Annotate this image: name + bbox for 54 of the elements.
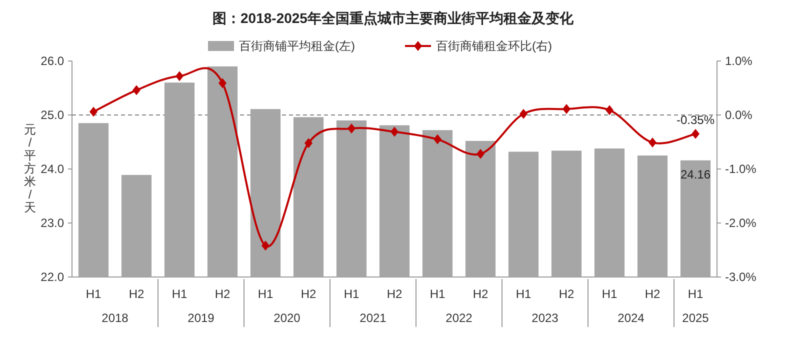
text: 2019 — [188, 311, 215, 325]
text: 2021 — [360, 311, 387, 325]
data-label: 24.16 — [680, 167, 711, 182]
x-tick-label: H1 — [86, 287, 102, 301]
point — [262, 240, 270, 251]
point — [390, 126, 398, 137]
text: 2020 — [274, 311, 301, 325]
y-tick-label: 26.0 — [40, 54, 64, 68]
x-tick-label: H2 — [214, 287, 230, 301]
point — [304, 138, 312, 148]
x-tick-label: H2 — [300, 287, 316, 301]
point — [648, 138, 656, 148]
y2-tick-label: -2.0% — [725, 216, 757, 230]
point — [476, 148, 484, 159]
text: 2024 — [618, 311, 645, 325]
x-tick-label: H2 — [558, 287, 574, 301]
point — [562, 104, 570, 114]
y-axis-title: 元/平方米/天 — [24, 122, 36, 214]
point — [606, 105, 614, 116]
point — [520, 108, 528, 119]
text: 2025 — [682, 311, 710, 325]
text: 2022 — [446, 311, 473, 325]
x-tick-label: H1 — [258, 287, 274, 301]
x-tick-label: H1 — [602, 287, 618, 301]
text: 2018 — [102, 311, 129, 325]
x-tick-label: H1 — [688, 287, 704, 301]
x-tick-label: H1 — [516, 287, 532, 301]
point — [348, 124, 356, 134]
point — [90, 106, 98, 117]
x-tick-label: H2 — [386, 287, 402, 301]
x-tick-label: H2 — [472, 287, 488, 301]
data-label: -0.35% — [676, 112, 715, 127]
y2-tick-label: 0.0% — [725, 108, 753, 122]
y-tick-label: 24.0 — [40, 162, 64, 176]
point — [176, 71, 184, 82]
point — [692, 128, 700, 139]
x-tick-label: H1 — [172, 287, 188, 301]
x-tick-label: H1 — [344, 287, 360, 301]
legend-label: 百街商铺租金环比(右) — [436, 39, 552, 53]
x-tick-label: H1 — [430, 287, 446, 301]
text: 2023 — [532, 311, 559, 325]
y-tick-label: 22.0 — [40, 270, 64, 284]
y-tick-label: 25.0 — [40, 108, 64, 122]
x-tick-label: H2 — [128, 287, 144, 301]
x-tick-label: H2 — [644, 287, 660, 301]
chart-title: 图：2018-2025年全国重点城市主要商业街平均租金及变化 — [212, 10, 574, 26]
y-tick-label: 23.0 — [40, 216, 64, 230]
y2-tick-label: 1.0% — [725, 54, 753, 68]
point — [132, 85, 140, 96]
y2-tick-label: -1.0% — [725, 162, 757, 176]
point — [434, 134, 442, 144]
y2-tick-label: -3.0% — [725, 270, 757, 284]
point — [218, 78, 226, 88]
legend-label: 百街商铺平均租金(左) — [239, 39, 355, 53]
